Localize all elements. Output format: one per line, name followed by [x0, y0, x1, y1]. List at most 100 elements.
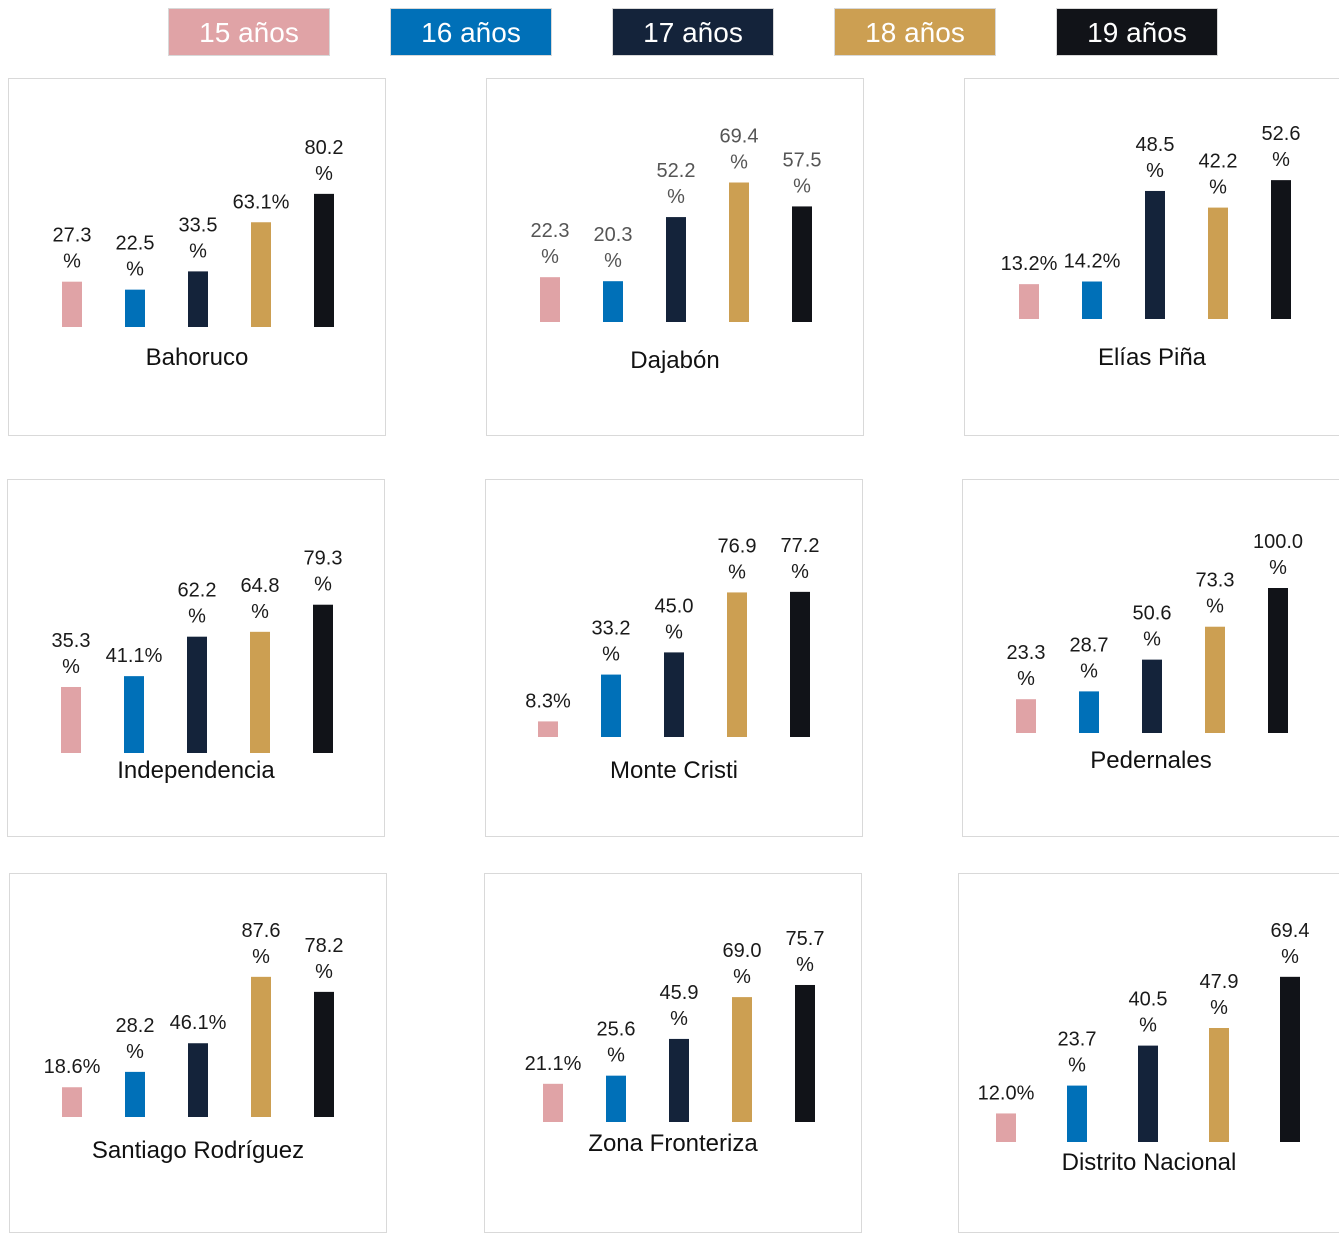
data-label: % [188, 606, 206, 628]
legend-label: 18 años [865, 17, 965, 48]
data-label: % [1272, 149, 1290, 171]
panel-title: Pedernales [1090, 747, 1212, 774]
data-label: 45.0 [655, 595, 694, 617]
bar-chart: 12.0% 23.7% 40.5% 47.9% 69.4% [978, 920, 1310, 1142]
bar-19-años [792, 206, 812, 322]
data-label: 33.5 [179, 214, 218, 236]
data-label: 87.6 [242, 920, 281, 942]
chart-panel-monte-cristi: 8.3% 33.2% 45.0% 76.9% 77.2% Monte Cristi [485, 479, 863, 837]
data-label: 50.6 [1133, 603, 1172, 625]
data-label: % [1143, 629, 1161, 651]
legend-label: 19 años [1087, 17, 1187, 48]
data-label: 12.0% [978, 1082, 1035, 1104]
legend-label: 15 años [199, 17, 299, 48]
bar-18-años [251, 976, 271, 1117]
data-label: % [189, 240, 207, 262]
data-label: 45.9 [660, 982, 699, 1004]
data-label: % [315, 163, 333, 185]
data-label: 48.5 [1136, 134, 1175, 156]
data-label: 42.2 [1199, 151, 1238, 173]
data-label: 41.1% [106, 645, 163, 667]
bar-15-años [62, 1087, 82, 1117]
data-label: % [63, 251, 81, 273]
bar-15-años [540, 277, 560, 322]
bar-16-años [606, 1075, 626, 1122]
bar-15-años [61, 686, 81, 753]
bar-chart: 27.3% 22.5% 33.5% 63.1% 80.2% [53, 137, 344, 327]
chart-panel-santiago-rodriguez: 18.6% 28.2% 46.1% 87.6% 78.2% Santiago Rodrí… [9, 873, 387, 1233]
data-label: 79.3 [304, 548, 343, 570]
legend-item-16: 16 años [390, 8, 552, 56]
bar-18-años [729, 182, 749, 322]
bar-chart: 21.1% 25.6% 45.9% 69.0% 75.7% [525, 928, 825, 1122]
chart-panel-bahoruco: 27.3% 22.5% 33.5% 63.1% 80.2% Bahoruco [8, 78, 386, 436]
data-label: % [730, 152, 748, 174]
data-label: 22.5 [116, 233, 155, 255]
data-label: 69.0 [723, 940, 762, 962]
bar-17-años [669, 1038, 689, 1122]
bar-chart: 18.6% 28.2% 46.1% 87.6% 78.2% [44, 920, 344, 1117]
bar-19-años [1268, 588, 1288, 733]
data-label: 33.2 [592, 618, 631, 640]
panel-title: Dajabón [630, 347, 720, 374]
bar-19-años [795, 984, 815, 1122]
bar-16-años [125, 1071, 145, 1117]
data-label: 69.4 [720, 126, 759, 148]
bar-17-años [1145, 190, 1165, 319]
data-label: % [314, 574, 332, 596]
data-label: 47.9 [1200, 971, 1239, 993]
bar-15-años [62, 281, 82, 327]
bar-15-años [1016, 699, 1036, 733]
data-label: % [1281, 946, 1299, 968]
chart-panel-distrito-nacional: 12.0% 23.7% 40.5% 47.9% 69.4% Distrito Nacio… [958, 873, 1339, 1233]
data-label: 69.4 [1271, 920, 1310, 942]
bar-17-años [666, 217, 686, 322]
data-label: % [62, 656, 80, 678]
bar-19-años [1271, 180, 1291, 319]
data-label: 75.7 [786, 928, 825, 950]
legend-item-15: 15 años [168, 8, 330, 56]
data-label: % [315, 961, 333, 983]
panel-title: Independencia [117, 757, 275, 784]
bar-18-años [250, 631, 270, 753]
data-label: % [793, 175, 811, 197]
bar-16-años [1079, 691, 1099, 733]
bar-16-años [603, 281, 623, 322]
bar-17-años [664, 652, 684, 737]
chart-panel-independencia: 35.3% 41.1% 62.2% 64.8% 79.3% Independencia [7, 479, 385, 837]
data-label: 27.3 [53, 225, 92, 247]
data-label: 20.3 [594, 224, 633, 246]
chart-panel-pedernales: 23.3% 28.7% 50.6% 73.3% 100.0% Pedernales [962, 479, 1339, 837]
bar-chart: 22.3% 20.3% 52.2% 69.4% 57.5% [531, 126, 821, 322]
data-label: 73.3 [1196, 570, 1235, 592]
bar-16-años [125, 289, 145, 327]
data-label: % [1209, 177, 1227, 199]
bar-17-años [1142, 659, 1162, 733]
data-label: 46.1% [170, 1012, 227, 1034]
data-label: 80.2 [305, 137, 344, 159]
data-label: % [670, 1008, 688, 1030]
data-label: 40.5 [1129, 989, 1168, 1011]
bar-16-años [124, 676, 144, 753]
data-label: 62.2 [178, 580, 217, 602]
panel-title: Zona Fronteriza [588, 1130, 758, 1157]
bar-19-años [314, 193, 334, 327]
bar-16-años [601, 674, 621, 737]
legend-label: 17 años [643, 17, 743, 48]
data-label: 78.2 [305, 935, 344, 957]
data-label: 21.1% [525, 1053, 582, 1075]
data-label: % [665, 621, 683, 643]
data-label: % [126, 1041, 144, 1063]
data-label: % [1206, 596, 1224, 618]
data-label: % [1210, 997, 1228, 1019]
data-label: 52.2 [657, 160, 696, 182]
legend-item-17: 17 años [612, 8, 774, 56]
data-label: 18.6% [44, 1056, 101, 1078]
bar-chart: 13.2% 14.2% 48.5% 42.2% 52.6% [1001, 123, 1300, 319]
data-label: % [791, 561, 809, 583]
data-label: 22.3 [531, 220, 570, 242]
data-label: % [604, 250, 622, 272]
bar-18-años [1208, 207, 1228, 319]
bar-15-años [996, 1113, 1016, 1142]
bar-19-años [314, 991, 334, 1117]
